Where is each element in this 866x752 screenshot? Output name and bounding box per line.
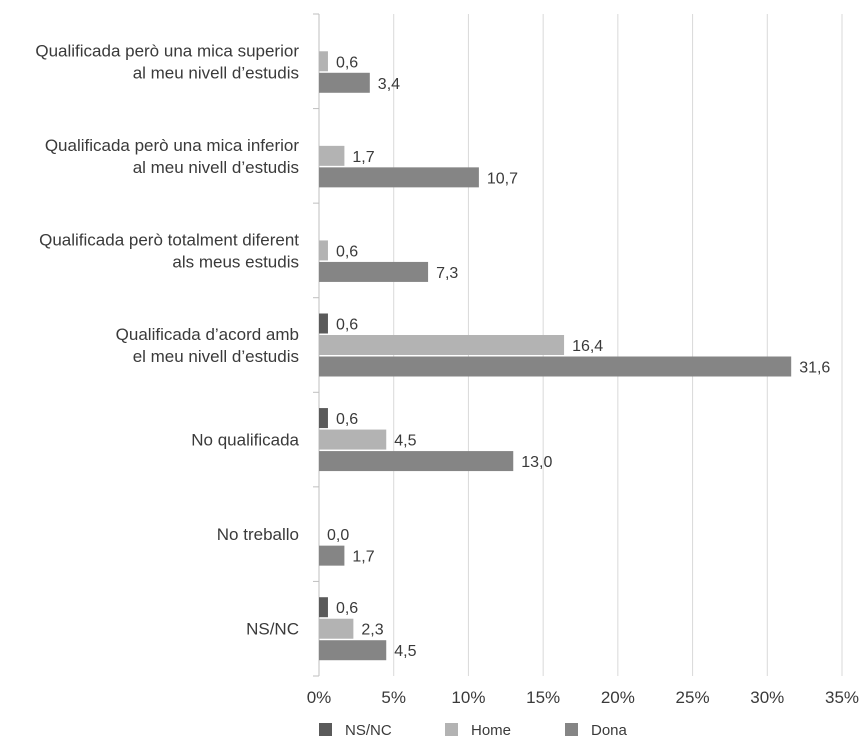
category-label-0-line-1: al meu nivell d’estudis (133, 63, 299, 82)
legend-swatch-ns-nc (319, 723, 332, 736)
category-label-2-line-0: Qualificada però totalment diferent (39, 230, 299, 249)
category-label-1-line-0: Qualificada però una mica inferior (45, 136, 300, 155)
bar-home-0 (319, 51, 328, 72)
data-label-home-3: 16,4 (572, 338, 603, 355)
bar-ns-nc-3 (319, 313, 328, 334)
data-label-ns-nc-4: 0,6 (336, 411, 358, 428)
bar-dona-2 (319, 261, 429, 282)
bar-dona-3 (319, 356, 792, 377)
data-label-home-1: 1,7 (352, 149, 374, 166)
x-tick-label-3: 15% (526, 688, 560, 707)
data-label-dona-4: 13,0 (521, 454, 552, 471)
data-label-home-2: 0,6 (336, 243, 358, 260)
data-label-home-0: 0,6 (336, 54, 358, 71)
legend-swatch-dona (565, 723, 578, 736)
category-label-6-line-0: NS/NC (246, 620, 299, 639)
category-label-3-line-1: el meu nivell d’estudis (133, 347, 299, 366)
bar-home-3 (319, 335, 565, 355)
bar-home-1 (319, 145, 345, 166)
bar-dona-5 (319, 545, 345, 566)
x-tick-label-5: 25% (676, 688, 710, 707)
data-label-dona-2: 7,3 (436, 265, 458, 282)
legend-label-dona: Dona (591, 722, 628, 739)
category-label-2-line-1: als meus estudis (172, 252, 299, 271)
bar-ns-nc-6 (319, 597, 328, 618)
category-label-0-line-0: Qualificada però una mica superior (35, 41, 299, 60)
category-label-4-line-0: No qualificada (191, 431, 299, 450)
bar-home-4 (319, 429, 387, 450)
bar-dona-0 (319, 72, 370, 93)
data-label-ns-nc-6: 0,6 (336, 600, 358, 617)
data-label-home-6: 2,3 (361, 622, 383, 639)
bar-dona-1 (319, 167, 479, 188)
data-label-home-4: 4,5 (394, 433, 416, 450)
bar-home-6 (319, 618, 354, 639)
data-label-home-5: 0,0 (327, 527, 349, 544)
x-tick-label-4: 20% (601, 688, 635, 707)
bar-dona-6 (319, 640, 387, 661)
category-label-1-line-1: al meu nivell d’estudis (133, 158, 299, 177)
bar-home-2 (319, 240, 328, 261)
category-label-3-line-0: Qualificada d’acord amb (116, 325, 299, 344)
bar-dona-4 (319, 451, 514, 472)
data-label-dona-3: 31,6 (799, 360, 830, 377)
data-label-dona-1: 10,7 (487, 170, 518, 187)
data-label-ns-nc-3: 0,6 (336, 317, 358, 334)
data-label-dona-5: 1,7 (352, 549, 374, 566)
x-tick-label-2: 10% (451, 688, 485, 707)
bar-ns-nc-4 (319, 408, 328, 429)
x-tick-label-0: 0% (307, 688, 332, 707)
legend-label-ns-nc: NS/NC (345, 722, 392, 739)
legend-label-home: Home (471, 722, 511, 739)
category-label-5-line-0: No treballo (217, 525, 299, 544)
data-label-dona-0: 3,4 (378, 76, 400, 93)
data-label-dona-6: 4,5 (394, 643, 416, 660)
x-tick-label-7: 35% (825, 688, 859, 707)
x-tick-label-6: 30% (750, 688, 784, 707)
legend-swatch-home (445, 723, 458, 736)
x-tick-label-1: 5% (381, 688, 406, 707)
